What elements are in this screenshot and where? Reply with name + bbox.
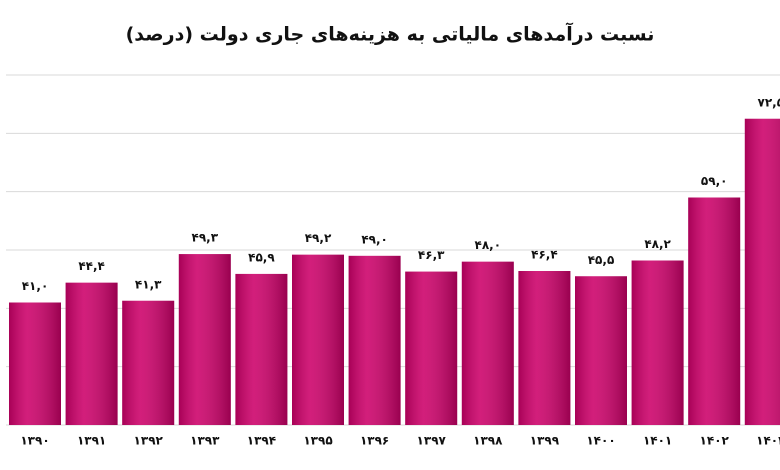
bar-shade	[292, 254, 344, 425]
x-tick-label: ۱۴۰۳	[756, 434, 780, 448]
bar-shade	[405, 271, 458, 425]
x-tick-label: ۱۳۹۹	[530, 434, 560, 448]
x-tick-label: ۱۳۹۵	[303, 434, 332, 448]
x-tick-label: ۱۴۰۲	[700, 434, 730, 448]
value-label: ۴۶,۴	[531, 248, 558, 262]
bar-shade	[461, 261, 514, 425]
value-label: ۴۶,۳	[418, 248, 445, 262]
x-tick-label: ۱۳۹۳	[190, 434, 220, 448]
value-label: ۴۱,۰	[22, 279, 49, 293]
bar-shade	[688, 197, 741, 425]
value-label: ۵۹,۰	[701, 174, 728, 188]
bar-shade	[122, 300, 175, 425]
value-label: ۴۸,۲	[644, 237, 671, 251]
bar-shade	[518, 271, 571, 425]
bar-shade	[575, 276, 627, 425]
value-label: ۴۹,۰	[361, 232, 388, 246]
chart-title: نسبت درآمدهای مالیاتی به هزینه‌های جاری …	[126, 22, 655, 46]
x-tick-label: ۱۴۰۰	[586, 434, 615, 448]
x-tick-label: ۱۳۹۶	[360, 434, 389, 448]
bar-shade	[178, 254, 231, 425]
value-label: ۴۵,۹	[248, 250, 275, 264]
value-label: ۴۹,۲	[305, 231, 332, 245]
x-tick-label: ۱۳۹۸	[473, 434, 503, 448]
bar-shade	[744, 118, 780, 425]
bar-shade	[348, 255, 401, 425]
x-tick-label: ۱۳۹۴	[247, 434, 276, 448]
value-label: ۴۹,۳	[192, 231, 219, 245]
value-label: ۴۴,۴	[78, 259, 105, 273]
x-tick-label: ۱۳۹۰	[20, 434, 49, 448]
x-tick-label: ۱۳۹۲	[134, 434, 164, 448]
x-tick-label: ۱۳۹۷	[417, 434, 447, 448]
x-tick-label: ۱۴۰۱	[643, 434, 672, 448]
bar-shade	[631, 260, 684, 425]
bar-shade	[65, 282, 118, 425]
value-label: ۴۸,۰	[475, 238, 502, 252]
value-label: ۴۵,۵	[588, 253, 615, 267]
value-label: ۷۲,۵	[758, 95, 780, 109]
bar-shade	[235, 273, 288, 425]
bar-shade	[9, 302, 61, 425]
x-tick-label: ۱۳۹۱	[77, 434, 106, 448]
value-label: ۴۱,۳	[135, 277, 162, 291]
